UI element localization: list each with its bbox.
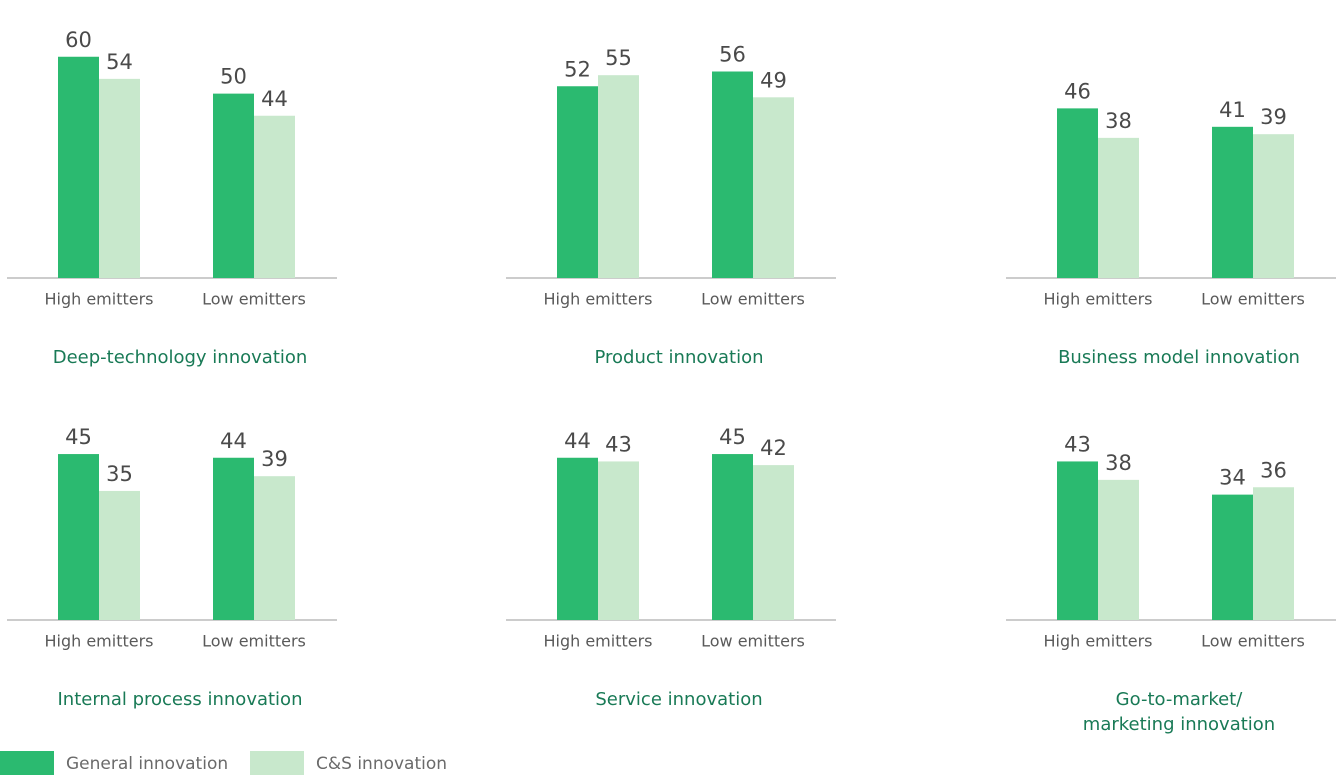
bar bbox=[557, 86, 598, 278]
bar bbox=[712, 454, 753, 620]
x-tick-label: High emitters bbox=[44, 632, 153, 651]
value-label: 44 bbox=[220, 429, 247, 453]
chart-title: Internal process innovation bbox=[58, 689, 303, 710]
chart-title: marketing innovation bbox=[1083, 714, 1275, 735]
bar bbox=[254, 115, 295, 278]
value-label: 50 bbox=[220, 65, 247, 89]
value-label: 42 bbox=[760, 436, 787, 460]
bar bbox=[58, 56, 99, 278]
value-label: 54 bbox=[106, 50, 133, 74]
value-label: 39 bbox=[261, 447, 288, 471]
legend-label: General innovation bbox=[66, 754, 228, 774]
x-tick-label: High emitters bbox=[1043, 632, 1152, 651]
value-label: 45 bbox=[65, 425, 92, 449]
chart-title: Go-to-market/ bbox=[1116, 689, 1244, 710]
value-label: 52 bbox=[564, 57, 591, 81]
x-tick-label: Low emitters bbox=[1201, 290, 1305, 309]
chart-title: Service innovation bbox=[595, 689, 762, 710]
value-label: 45 bbox=[719, 425, 746, 449]
value-label: 60 bbox=[65, 28, 92, 52]
value-label: 44 bbox=[261, 87, 288, 111]
x-tick-label: High emitters bbox=[543, 632, 652, 651]
legend-swatch bbox=[0, 751, 54, 775]
chart-title: Product innovation bbox=[594, 347, 763, 368]
value-label: 44 bbox=[564, 429, 591, 453]
bar bbox=[254, 476, 295, 620]
value-label: 55 bbox=[605, 46, 632, 70]
value-label: 56 bbox=[719, 43, 746, 67]
bar bbox=[99, 490, 140, 620]
bar bbox=[1212, 126, 1253, 278]
value-label: 38 bbox=[1105, 109, 1132, 133]
x-tick-label: High emitters bbox=[1043, 290, 1152, 309]
x-tick-label: High emitters bbox=[543, 290, 652, 309]
bar bbox=[1212, 494, 1253, 620]
x-tick-label: Low emitters bbox=[701, 290, 805, 309]
bar bbox=[1253, 134, 1294, 278]
x-tick-label: Low emitters bbox=[701, 632, 805, 651]
value-label: 49 bbox=[760, 68, 787, 92]
value-label: 36 bbox=[1260, 458, 1287, 482]
bar bbox=[557, 457, 598, 620]
x-tick-label: Low emitters bbox=[202, 632, 306, 651]
bar bbox=[58, 454, 99, 620]
legend-label: C&S innovation bbox=[316, 754, 447, 774]
bar bbox=[753, 465, 794, 620]
value-label: 39 bbox=[1260, 105, 1287, 129]
bar bbox=[1098, 479, 1139, 620]
value-label: 34 bbox=[1219, 466, 1246, 490]
value-label: 43 bbox=[1064, 432, 1091, 456]
bar bbox=[1057, 461, 1098, 620]
x-tick-label: Low emitters bbox=[202, 290, 306, 309]
value-label: 46 bbox=[1064, 79, 1091, 103]
bar bbox=[712, 71, 753, 278]
value-label: 41 bbox=[1219, 98, 1246, 122]
bar bbox=[213, 457, 254, 620]
bar bbox=[1253, 487, 1294, 620]
x-tick-label: Low emitters bbox=[1201, 632, 1305, 651]
bar bbox=[99, 78, 140, 278]
bar bbox=[213, 93, 254, 278]
value-label: 38 bbox=[1105, 451, 1132, 475]
legend-swatch bbox=[250, 751, 304, 775]
x-tick-label: High emitters bbox=[44, 290, 153, 309]
bar bbox=[598, 75, 639, 278]
chart-title: Deep-technology innovation bbox=[53, 347, 308, 368]
bar bbox=[1057, 108, 1098, 278]
bar bbox=[753, 97, 794, 278]
value-label: 35 bbox=[106, 462, 133, 486]
value-label: 43 bbox=[605, 432, 632, 456]
bar bbox=[1098, 137, 1139, 278]
chart-title: Business model innovation bbox=[1058, 347, 1300, 368]
bar bbox=[598, 461, 639, 620]
